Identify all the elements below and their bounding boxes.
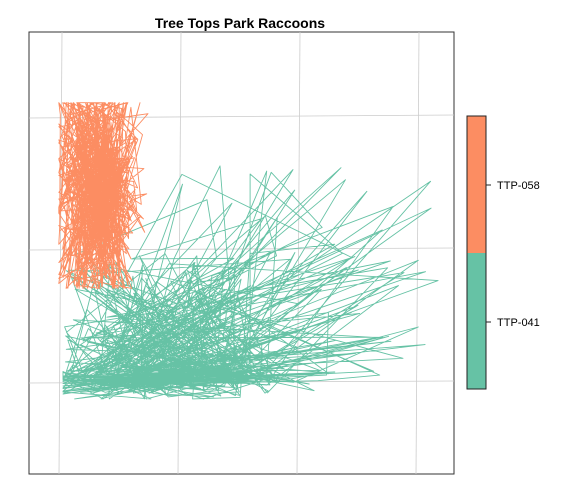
plot-frame: [28, 31, 455, 475]
track-ttp-041: [62, 165, 439, 400]
track-ttp-058: [58, 102, 149, 289]
chart-title: Tree Tops Park Raccoons: [155, 15, 325, 31]
legend-swatch-ttp-058: [467, 116, 486, 253]
legend-label-ttp-058: TTP-058: [497, 180, 540, 192]
legend-label-ttp-041: TTP-041: [497, 317, 540, 329]
grid-line-v-3: [415, 31, 420, 475]
legend-frame: [466, 115, 487, 390]
plot-area: [28, 31, 455, 475]
grid-line-v-2: [296, 31, 301, 475]
legend: TTP-058 TTP-041: [466, 115, 540, 390]
grid-line-v-1: [177, 31, 182, 475]
legend-swatch-ttp-041: [467, 253, 486, 389]
tracks: [58, 102, 439, 400]
